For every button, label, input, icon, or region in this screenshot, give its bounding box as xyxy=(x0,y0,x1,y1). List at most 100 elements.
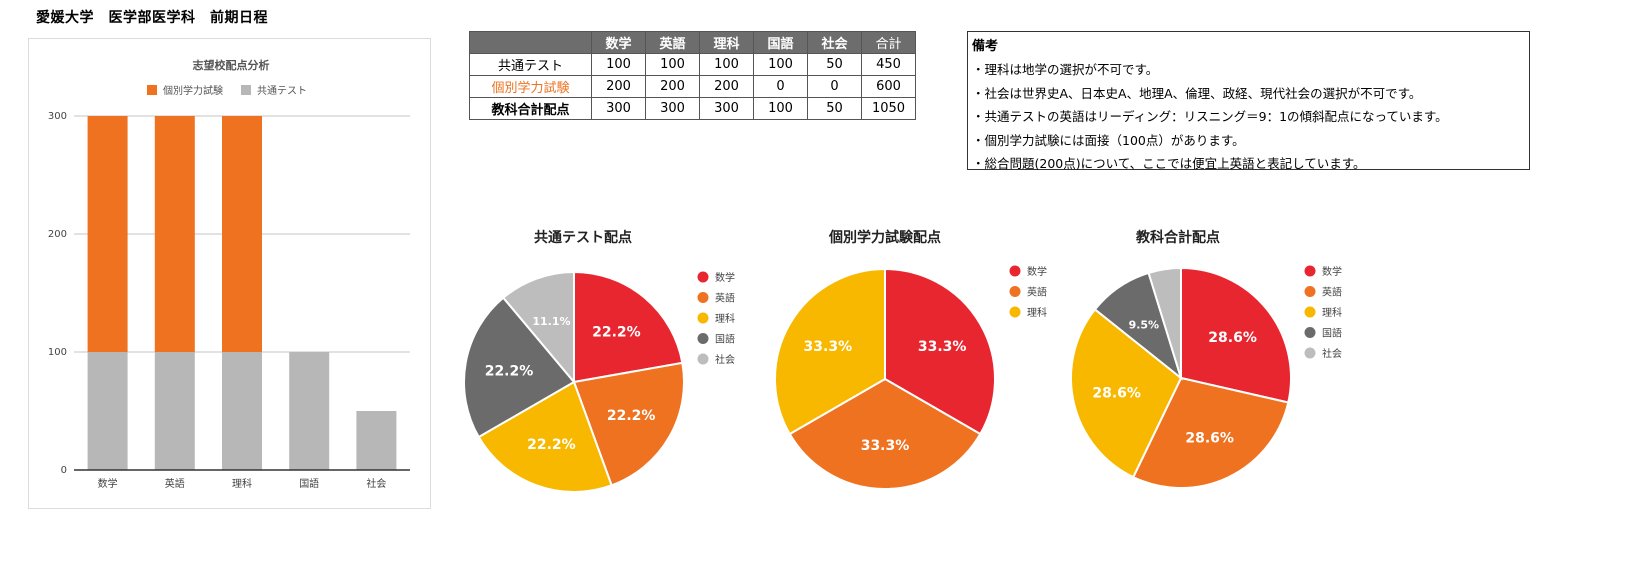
notes-box: 備考 ・理科は地学の選択が不可です。 ・社会は世界史A、日本史A、地理A、倫理、… xyxy=(967,31,1530,171)
legend-dot xyxy=(1304,306,1316,318)
x-tick-label: 数学 xyxy=(98,477,118,490)
pie-slice xyxy=(774,267,886,436)
table-header-cell: 英語 xyxy=(645,31,700,54)
y-tick-label: 100 xyxy=(48,347,67,358)
chart-title: 志望校配点分析 xyxy=(193,58,270,72)
page-title: 愛媛大学 医学部医学科 前期日程 xyxy=(36,10,268,26)
table-cell: 450 xyxy=(861,53,916,76)
pie-title: 教科合計配点 xyxy=(1136,229,1220,246)
bar-segment xyxy=(222,116,262,352)
legend-dot xyxy=(1009,306,1021,318)
pie-panel-kobetsu: 個別学力試験配点 33.3% 33.3% 33.3% 数学 英語 理科 xyxy=(765,220,1095,520)
table-row-label: 個別学力試験 xyxy=(469,75,592,98)
table-row: 教科合計配点 300 300 300 100 50 1050 xyxy=(469,97,916,120)
table-cell: 300 xyxy=(645,97,700,120)
legend-label: 理科 xyxy=(1322,306,1342,319)
legend-label: 数学 xyxy=(715,271,735,284)
note-line: ・理科は地学の選択が不可です。 xyxy=(972,62,1159,77)
table-cell: 200 xyxy=(645,75,700,98)
pie-slice xyxy=(463,296,576,439)
table-cell: 50 xyxy=(807,97,862,120)
note-line: ・社会は世界史A、日本史A、地理A、倫理、政経、現代社会の選択が不可です。 xyxy=(972,85,1422,101)
pie-title: 共通テスト配点 xyxy=(534,229,632,246)
table-header-row: 数学 英語 理科 国語 社会 合計 xyxy=(469,31,916,54)
legend-dot xyxy=(697,312,709,324)
pie-panel-kyotsu: 共通テスト配点 22.2% 22.2% 22.2% 22.2% 11.1% 数学 英語 理科 国語… xyxy=(455,220,785,520)
table-cell: 100 xyxy=(591,53,646,76)
table-header-cell xyxy=(469,31,592,54)
legend-swatch xyxy=(147,85,157,95)
bar-segment xyxy=(87,352,128,470)
bar-segment xyxy=(356,411,397,470)
table-cell: 0 xyxy=(753,75,808,98)
legend-label: 英語 xyxy=(1027,286,1047,299)
note-line: ・総合問題(200点)について、ここでは便宜上英語と表記しています。 xyxy=(972,156,1366,171)
table-row-label: 共通テスト xyxy=(469,53,592,76)
pie-slice xyxy=(884,267,996,436)
table-cell: 100 xyxy=(753,53,808,76)
legend-dot xyxy=(1304,347,1316,359)
table-cell: 50 xyxy=(807,53,862,76)
pie-slice xyxy=(788,377,982,490)
pie-slice xyxy=(573,270,684,384)
table-cell: 0 xyxy=(807,75,862,98)
pie-slice xyxy=(1147,266,1182,379)
bar-segment xyxy=(154,352,195,470)
bar-segment xyxy=(154,116,195,352)
pie-pct-label: 22.2% xyxy=(592,324,641,340)
chart-legend: 個別学力試験 共通テスト xyxy=(147,84,307,97)
pie-slice xyxy=(477,380,613,493)
pie-pct-label: 9.5% xyxy=(1129,318,1160,331)
pie-pct-label: 11.1% xyxy=(532,315,570,328)
legend-label: 英語 xyxy=(1322,286,1342,299)
table-cell: 100 xyxy=(753,97,808,120)
notes-title: 備考 xyxy=(972,39,999,54)
y-tick-label: 0 xyxy=(61,465,67,476)
pie-pct-label: 28.6% xyxy=(1185,430,1234,446)
pie-pct-label: 28.6% xyxy=(1092,386,1141,402)
table-header-cell: 理科 xyxy=(699,31,754,54)
table-header-cell: 国語 xyxy=(753,31,808,54)
pie-pct-label: 33.3% xyxy=(861,438,910,454)
pie-panel-total: 教科合計配点 28.6% 28.6% 28.6% 9.5% 数学 英語 理科 国語 社会 xyxy=(1060,220,1390,520)
pie-slice xyxy=(1070,308,1183,479)
legend-dot xyxy=(697,333,709,344)
x-tick-label: 理科 xyxy=(232,477,252,490)
table-cell: 100 xyxy=(645,53,700,76)
pie-slice xyxy=(1131,376,1290,489)
pie-pct-label: 33.3% xyxy=(918,339,967,355)
legend-dot xyxy=(1304,286,1316,297)
table-row: 共通テスト 100 100 100 100 50 450 xyxy=(469,53,916,76)
bar-segment xyxy=(222,352,262,470)
pie-pct-label: 22.2% xyxy=(527,437,576,453)
x-tick-label: 英語 xyxy=(165,477,185,490)
legend-label: 社会 xyxy=(715,353,735,366)
table-header-cell: 社会 xyxy=(807,31,862,54)
legend-dot xyxy=(1009,265,1021,277)
table-row: 個別学力試験 200 200 200 0 0 600 xyxy=(469,75,916,98)
pie-pct-label: 28.6% xyxy=(1208,330,1257,346)
table-cell: 300 xyxy=(591,97,646,120)
pie-pct-label: 33.3% xyxy=(804,339,853,355)
note-line: ・共通テストの英語はリーディング：リスニング＝9：1の傾斜配点になっています。 xyxy=(972,109,1448,124)
x-tick-label: 国語 xyxy=(299,477,319,490)
legend-dot xyxy=(1304,265,1316,277)
bar-segment xyxy=(87,116,128,352)
bar-segment xyxy=(289,352,330,470)
legend-swatch xyxy=(241,85,251,95)
score-table: 数学 英語 理科 国語 社会 合計 共通テスト 100 100 100 100 … xyxy=(469,31,916,120)
legend-label: 国語 xyxy=(715,333,735,346)
table-cell: 300 xyxy=(699,97,754,120)
legend-label: 国語 xyxy=(1322,327,1342,340)
table-cell: 200 xyxy=(699,75,754,98)
legend-dot xyxy=(1304,327,1316,338)
legend-label: 数学 xyxy=(1322,265,1342,278)
pie-title: 個別学力試験配点 xyxy=(828,229,941,246)
pie-chart-kyotsu: 共通テスト配点 22.2% 22.2% 22.2% 22.2% 11.1% 数学英語理科国語… xyxy=(463,229,735,493)
legend-dot xyxy=(1009,286,1021,297)
